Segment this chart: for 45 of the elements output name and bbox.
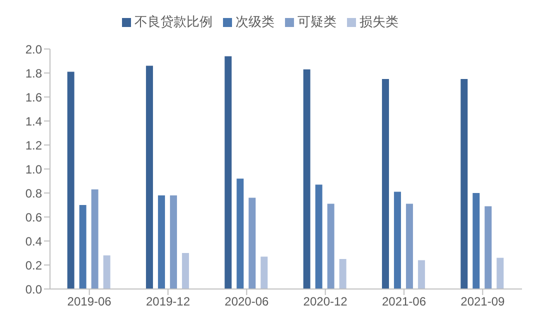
y-tick-label: 1.6 <box>25 90 42 104</box>
bar <box>146 66 153 289</box>
y-tick-label: 0.4 <box>25 234 42 248</box>
bar <box>248 198 256 289</box>
bar <box>303 69 310 289</box>
bar <box>418 260 425 289</box>
bar <box>472 193 480 289</box>
legend-label: 次级类 <box>236 15 274 30</box>
bar <box>382 79 389 289</box>
legend-label: 可疑类 <box>298 15 336 30</box>
bar <box>260 256 268 289</box>
bar <box>315 184 322 289</box>
bar <box>339 259 346 289</box>
bar <box>327 204 334 289</box>
bar <box>170 195 177 289</box>
bar <box>91 189 98 289</box>
bar <box>406 204 413 289</box>
bar <box>79 205 86 289</box>
bar <box>103 255 110 289</box>
legend-label: 损失类 <box>360 15 398 30</box>
x-tick-label: 2020-12 <box>303 294 348 309</box>
bar <box>460 79 468 289</box>
bar <box>394 192 401 289</box>
bar <box>496 258 504 289</box>
y-tick-label: 2.0 <box>25 42 42 56</box>
bar <box>484 206 492 289</box>
y-tick-label: 0.6 <box>25 210 42 224</box>
y-tick-label: 1.4 <box>25 114 42 128</box>
y-tick-label: 1.0 <box>25 162 42 176</box>
x-tick-label: 2019-12 <box>146 294 190 309</box>
y-tick-label: 1.2 <box>25 138 42 152</box>
y-tick-label: 0.0 <box>25 282 42 296</box>
x-tick-label: 2021-06 <box>382 294 426 309</box>
y-tick-label: 0.8 <box>25 186 42 200</box>
bar <box>182 253 189 289</box>
bar <box>236 178 244 289</box>
y-tick-label: 1.8 <box>25 66 42 80</box>
x-tick-label: 2019-06 <box>67 294 112 309</box>
y-tick-label: 0.2 <box>25 258 42 272</box>
x-tick-label: 2020-06 <box>224 294 270 309</box>
bar <box>158 195 165 289</box>
x-tick-label: 2021-09 <box>460 294 506 309</box>
bar <box>67 72 74 289</box>
bar <box>224 56 232 289</box>
legend-label: 不良贷款比例 <box>134 15 212 30</box>
